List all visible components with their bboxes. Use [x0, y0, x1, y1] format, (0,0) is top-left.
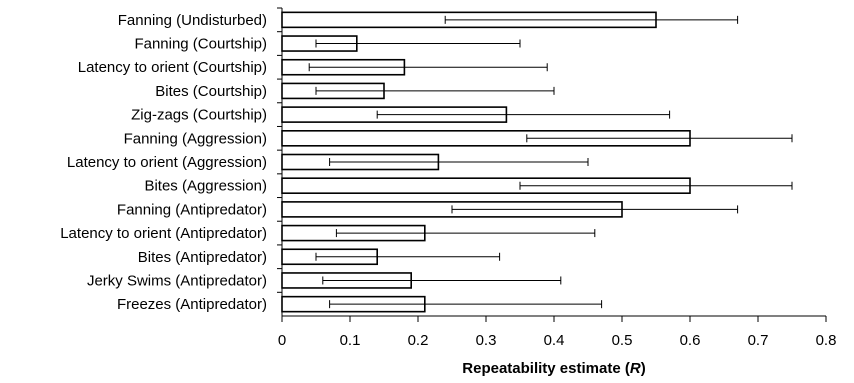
- category-label: Bites (Courtship): [155, 83, 267, 100]
- x-axis: [277, 7, 827, 322]
- error-bar: [329, 300, 603, 309]
- category-label: Latency to orient (Aggression): [67, 154, 267, 171]
- x-tick-label: 0.2: [408, 332, 429, 349]
- category-label: Latency to orient (Antipredator): [60, 225, 267, 242]
- x-axis-title-paren-open: (: [621, 360, 630, 377]
- category-label: Fanning (Antipredator): [117, 201, 267, 218]
- error-bars-group: [308, 15, 793, 309]
- x-axis-title-paren-close: ): [641, 360, 646, 377]
- error-bar: [315, 86, 555, 95]
- x-tick-label: 0.1: [340, 332, 361, 349]
- category-label: Bites (Aggression): [144, 178, 267, 195]
- x-axis-title: Repeatability estimate (R): [462, 360, 645, 377]
- error-bar: [308, 63, 548, 72]
- category-label: Freezes (Antipredator): [117, 296, 267, 313]
- category-label: Fanning (Undisturbed): [118, 12, 267, 29]
- category-label: Latency to orient (Courtship): [78, 59, 267, 76]
- error-bar: [376, 110, 671, 119]
- error-bar: [526, 134, 793, 143]
- x-tick-label: 0.6: [680, 332, 701, 349]
- x-tick-label: 0.7: [748, 332, 769, 349]
- x-tick-label: 0: [278, 332, 286, 349]
- x-tick-labels: 0 0.1 0.2 0.3 0.4 0.5 0.6 0.7 0.8: [278, 332, 837, 349]
- category-label: Zig-zags (Courtship): [131, 107, 267, 124]
- x-axis-title-symbol: R: [630, 360, 641, 377]
- x-tick-label: 0.8: [816, 332, 837, 349]
- category-label: Bites (Antipredator): [138, 249, 267, 266]
- category-label: Jerky Swims (Antipredator): [87, 272, 267, 289]
- error-bar: [315, 252, 501, 261]
- category-label: Fanning (Courtship): [134, 36, 267, 53]
- error-bar: [519, 181, 793, 190]
- error-bar: [444, 15, 739, 24]
- x-tick-label: 0.4: [544, 332, 565, 349]
- x-tick-label: 0.3: [476, 332, 497, 349]
- error-bar: [322, 276, 562, 285]
- error-bar: [329, 158, 589, 166]
- category-label: Fanning (Aggression): [124, 130, 267, 147]
- error-bar: [451, 205, 739, 214]
- error-bar: [315, 39, 521, 48]
- x-axis-title-text: Repeatability estimate: [462, 360, 620, 377]
- x-tick-label: 0.5: [612, 332, 633, 349]
- category-labels: Fanning (Undisturbed) Fanning (Courtship)…: [60, 12, 267, 313]
- error-bar: [335, 229, 596, 238]
